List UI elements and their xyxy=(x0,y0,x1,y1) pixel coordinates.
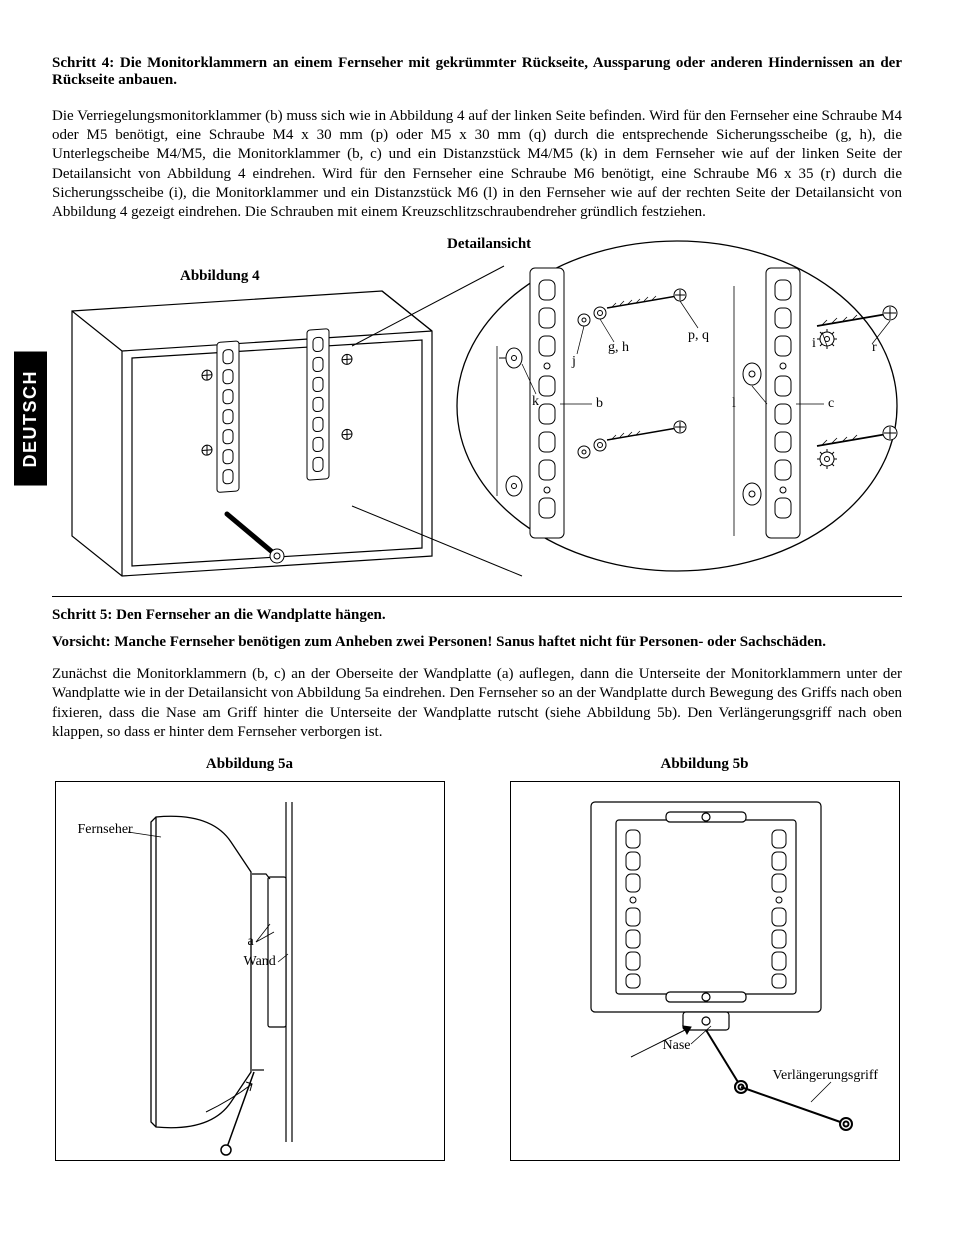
caution-text: Vorsicht: Manche Fernseher benötigen zum… xyxy=(52,634,902,651)
callout-gh: g, h xyxy=(608,340,629,356)
step4-title: Schritt 4: Die Monitorklammern an einem … xyxy=(52,55,902,89)
fig5b-label: Abbildung 5b xyxy=(661,756,749,773)
nose-label: Nase xyxy=(663,1038,691,1054)
step5-title: Schritt 5: Den Fernseher an die Wandplat… xyxy=(52,607,902,624)
detail-label: Detailansicht xyxy=(447,236,531,253)
callout-b: b xyxy=(596,396,603,412)
figure-5b: Nase Verlängerungsgriff xyxy=(510,781,900,1161)
figure-5-row: Abbildung 5a xyxy=(52,756,902,1161)
step5-body: Zunächst die Monitorklammern (b, c) an d… xyxy=(52,665,902,742)
figure-4: Abbildung 4 Detailansicht xyxy=(52,236,902,596)
divider xyxy=(52,596,902,597)
fig4-label: Abbildung 4 xyxy=(180,268,260,285)
step4-body: Die Verriegelungsmonitorklammer (b) muss… xyxy=(52,107,902,222)
figure-5a: Fernseher a Wand xyxy=(55,781,445,1161)
callout-c: c xyxy=(828,396,834,412)
callout-j: j xyxy=(572,354,576,370)
callout-k: k xyxy=(532,394,539,410)
callout-r: r xyxy=(872,340,877,356)
fig5a-label: Abbildung 5a xyxy=(206,756,293,773)
callout-pq: p, q xyxy=(688,328,709,344)
handle-label: Verlängerungsgriff xyxy=(773,1068,879,1084)
fig4-svg xyxy=(52,236,902,596)
callout-l: l xyxy=(732,396,736,412)
callout-i: i xyxy=(812,336,816,352)
language-tab: DEUTSCH xyxy=(14,352,47,486)
